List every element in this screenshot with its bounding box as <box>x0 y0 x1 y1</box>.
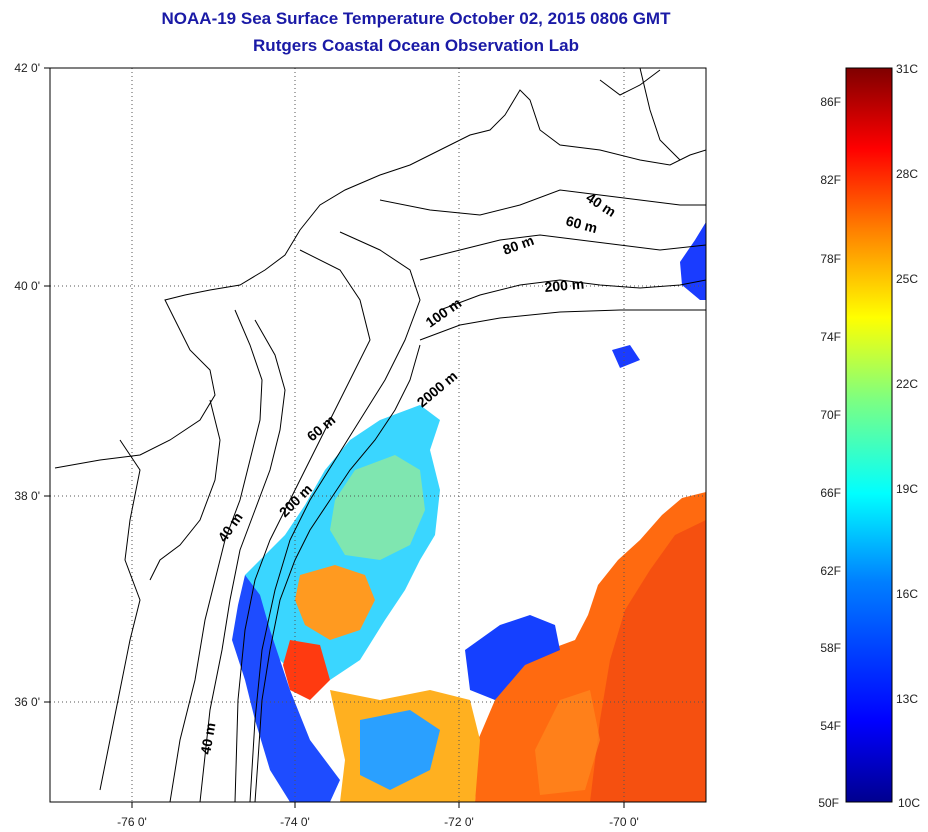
map-frame <box>49 67 707 803</box>
latitude-label: 42 0' <box>14 61 40 75</box>
bathymetry-100m <box>379 189 706 216</box>
delmarva-shore <box>149 399 221 581</box>
temperature-colorbar: 86F 82F 78F 74F 70F 66F 62F 58F 54F 50F … <box>818 62 920 810</box>
coastline-and-bathymetry <box>54 68 706 802</box>
bathymetry-shelf-break <box>439 279 706 311</box>
celsius-label: 28C <box>896 167 918 181</box>
fahrenheit-label: 82F <box>820 173 841 187</box>
cold-band-east <box>465 615 560 700</box>
small-cold-patch <box>612 345 640 368</box>
celsius-label: 19C <box>896 482 918 496</box>
warm-water-core <box>590 520 706 802</box>
bathymetry-80m <box>249 231 421 802</box>
map-title: NOAA-19 Sea Surface Temperature October … <box>161 9 671 28</box>
bathymetry-40m <box>199 319 286 802</box>
chesapeake-shore <box>99 439 141 791</box>
map-subtitle: Rutgers Coastal Ocean Observation Lab <box>253 36 579 55</box>
celsius-label: 25C <box>896 272 918 286</box>
contour-label: 60 m <box>564 212 599 236</box>
warm-water-spot <box>535 690 600 795</box>
fahrenheit-label: 74F <box>820 330 841 344</box>
longitude-label: -72 0' <box>444 815 474 829</box>
celsius-label: 31C <box>896 62 918 76</box>
fahrenheit-label: 66F <box>820 486 841 500</box>
contour-label: 60 m <box>304 412 339 445</box>
contour-label: 40 m <box>583 189 618 220</box>
southern-cool-patch <box>360 710 440 790</box>
fahrenheit-label: 62F <box>820 564 841 578</box>
fahrenheit-label: 78F <box>820 252 841 266</box>
longitude-label: -70 0' <box>609 815 639 829</box>
celsius-label: 22C <box>896 377 918 391</box>
northeast-cold-patch <box>680 222 706 300</box>
fahrenheit-label: 50F <box>818 796 839 810</box>
northern-bay-shore <box>599 69 661 96</box>
bathymetry-200m <box>419 234 706 261</box>
fahrenheit-label: 54F <box>820 719 841 733</box>
bathymetry-60m <box>234 249 371 802</box>
bathymetry-2000m <box>419 309 706 341</box>
longitude-labels: -76 0' -74 0' -72 0' -70 0' <box>117 815 639 829</box>
contour-label: 80 m <box>501 232 536 258</box>
latitude-label: 36 0' <box>14 695 40 709</box>
fahrenheit-label: 86F <box>820 95 841 109</box>
fahrenheit-label: 58F <box>820 641 841 655</box>
fahrenheit-label: 70F <box>820 408 841 422</box>
contour-label: 100 m <box>423 295 465 331</box>
outer-coast <box>169 309 263 802</box>
longitude-label: -76 0' <box>117 815 147 829</box>
contour-label: 200 m <box>544 276 585 295</box>
longitude-label: -74 0' <box>280 815 310 829</box>
bathymetry-slope <box>254 344 421 802</box>
graticule <box>50 68 706 802</box>
colorbar-fahrenheit-labels: 86F 82F 78F 74F 70F 66F 62F 58F 54F 50F <box>818 95 841 810</box>
latitude-label: 40 0' <box>14 279 40 293</box>
colorbar-celsius-labels: 31C 28C 25C 22C 19C 16C 13C 10C <box>896 62 920 810</box>
green-water-area <box>330 455 425 560</box>
celsius-label: 10C <box>898 796 920 810</box>
colorbar-gradient <box>845 67 893 803</box>
cold-water-edge <box>232 575 340 802</box>
northern-bay-contour <box>639 68 681 161</box>
axis-ticks <box>44 67 625 808</box>
contour-label: 40 m <box>197 721 218 755</box>
latitude-labels: 42 0' 40 0' 38 0' 36 0' <box>14 61 40 709</box>
celsius-label: 16C <box>896 587 918 601</box>
contour-label: 2000 m <box>414 368 461 411</box>
contour-label: 40 m <box>214 509 245 544</box>
sst-data-layer <box>232 222 706 802</box>
coastline <box>54 89 706 469</box>
latitude-label: 38 0' <box>14 489 40 503</box>
warm-eddy <box>295 565 375 640</box>
celsius-label: 13C <box>896 692 918 706</box>
